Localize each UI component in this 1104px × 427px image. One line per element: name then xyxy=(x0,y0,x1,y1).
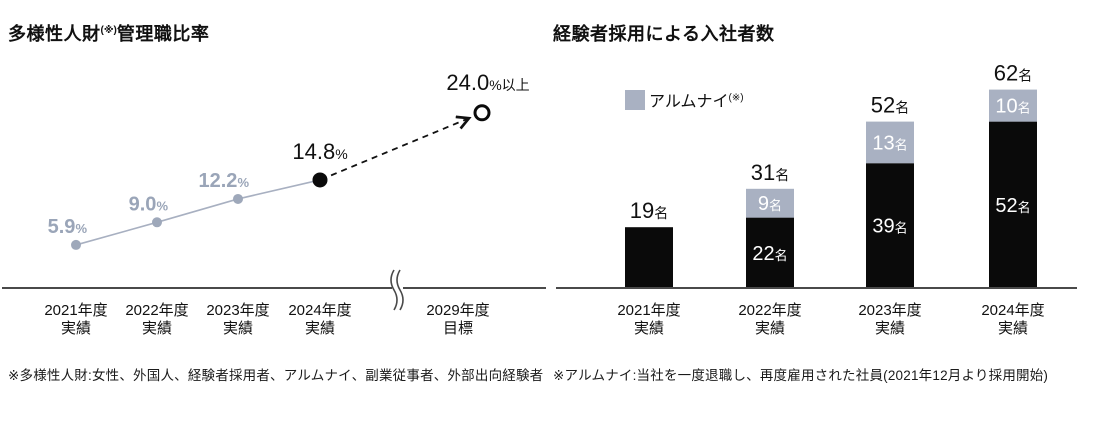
x-tick-label-kind: 実績 xyxy=(634,320,664,337)
segment-label-base: 39名 xyxy=(872,216,907,238)
stacked-bar-chart: 19名 31名 9名 22名 52名 13名 39名 62名 10名 52名 アルムナイ(※) 202… xyxy=(556,61,1077,337)
left-chart-title: 多様性人財(※)管理職比率 xyxy=(8,20,209,46)
axis-break-wave-0 xyxy=(390,269,398,311)
x-tick-label-year: 2024年度 xyxy=(288,302,351,319)
right-chart-title: 経験者採用による入社者数 xyxy=(553,24,775,44)
bar-segment-alumni xyxy=(989,89,1037,122)
bar-total-label: 62名 xyxy=(994,61,1032,86)
value-label-target: 24.0%以上 xyxy=(446,70,529,95)
bar-segment-alumni xyxy=(866,121,914,164)
left-chart-footnote: ※多様性人財:女性、外国人、経験者採用者、アルムナイ、副業従事者、外部出向経験者 xyxy=(8,368,544,383)
right-chart-footnote: ※アルムナイ:当社を一度退職し、再度雇用された社員(2021年12月より採用開始… xyxy=(553,368,1049,383)
x-tick-label-kind: 実績 xyxy=(223,320,253,337)
value-label: 5.9% xyxy=(48,216,88,238)
projection-dashed-line xyxy=(330,119,468,177)
x-tick-label-year: 2021年度 xyxy=(44,302,107,319)
left-chart-panel: 多様性人財(※)管理職比率 5.9% 9.0% 12.2% 14.8% 24.0%以上 2… xyxy=(0,0,550,427)
x-tick-label-kind: 実績 xyxy=(142,320,172,337)
segment-label-base: 52名 xyxy=(995,195,1030,217)
segment-label-alumni: 13名 xyxy=(872,132,907,154)
bar-total-label: 31名 xyxy=(751,160,789,185)
left-title-rest: 管理職比率 xyxy=(116,24,210,44)
x-tick-label-year: 2023年度 xyxy=(858,302,921,319)
x-tick-label-year: 2029年度 xyxy=(426,302,489,319)
value-label-current: 14.8% xyxy=(292,139,347,164)
value-label: 12.2% xyxy=(199,170,250,192)
x-tick-label-year: 2021年度 xyxy=(617,302,680,319)
x-tick-label-kind: 実績 xyxy=(61,320,91,337)
x-tick-label-year: 2022年度 xyxy=(738,302,801,319)
right-chart-panel: 経験者採用による入社者数 19名 31名 9名 22名 52名 13名 39名 62名 10名 5… xyxy=(550,0,1104,427)
left-title-note-mark: (※) xyxy=(100,25,117,36)
x-tick-label-kind: 目標 xyxy=(443,320,473,337)
data-point xyxy=(152,217,162,228)
x-tick-label-year: 2024年度 xyxy=(981,302,1044,319)
x-tick-label-year: 2022年度 xyxy=(125,302,188,319)
data-point xyxy=(71,239,81,250)
legend-label-alumni: アルムナイ(※) xyxy=(649,93,744,111)
target-point-open xyxy=(473,104,491,122)
data-point-current xyxy=(312,172,328,188)
line-chart: 5.9%9.0%12.2%14.8%24.0%以上2021年度実績2022年度実… xyxy=(2,70,546,337)
bar-segment-base xyxy=(625,227,673,289)
data-point xyxy=(233,193,243,204)
segment-label-base: 22名 xyxy=(752,243,787,265)
bar-segment-base xyxy=(866,163,914,289)
x-tick-label-kind: 実績 xyxy=(755,320,785,337)
left-title-main: 多様性人財 xyxy=(8,24,101,44)
bar-total-label: 19名 xyxy=(630,198,668,223)
segment-label-alumni: 10名 xyxy=(995,96,1030,118)
legend-swatch-alumni xyxy=(625,90,645,110)
bar-segment-alumni xyxy=(746,188,794,218)
bar-segment-base xyxy=(989,121,1037,289)
bar-total-label: 52名 xyxy=(871,93,909,118)
segment-label-alumni: 9名 xyxy=(758,193,782,215)
bar-segment-base xyxy=(746,217,794,289)
x-tick-label-year: 2023年度 xyxy=(206,302,269,319)
x-tick-label-kind: 実績 xyxy=(998,320,1028,337)
value-label: 9.0% xyxy=(129,193,169,215)
x-tick-label-kind: 実績 xyxy=(875,320,905,337)
axis-break-wave-1 xyxy=(396,269,404,311)
trend-line xyxy=(75,179,321,246)
x-tick-label-kind: 実績 xyxy=(305,320,335,337)
